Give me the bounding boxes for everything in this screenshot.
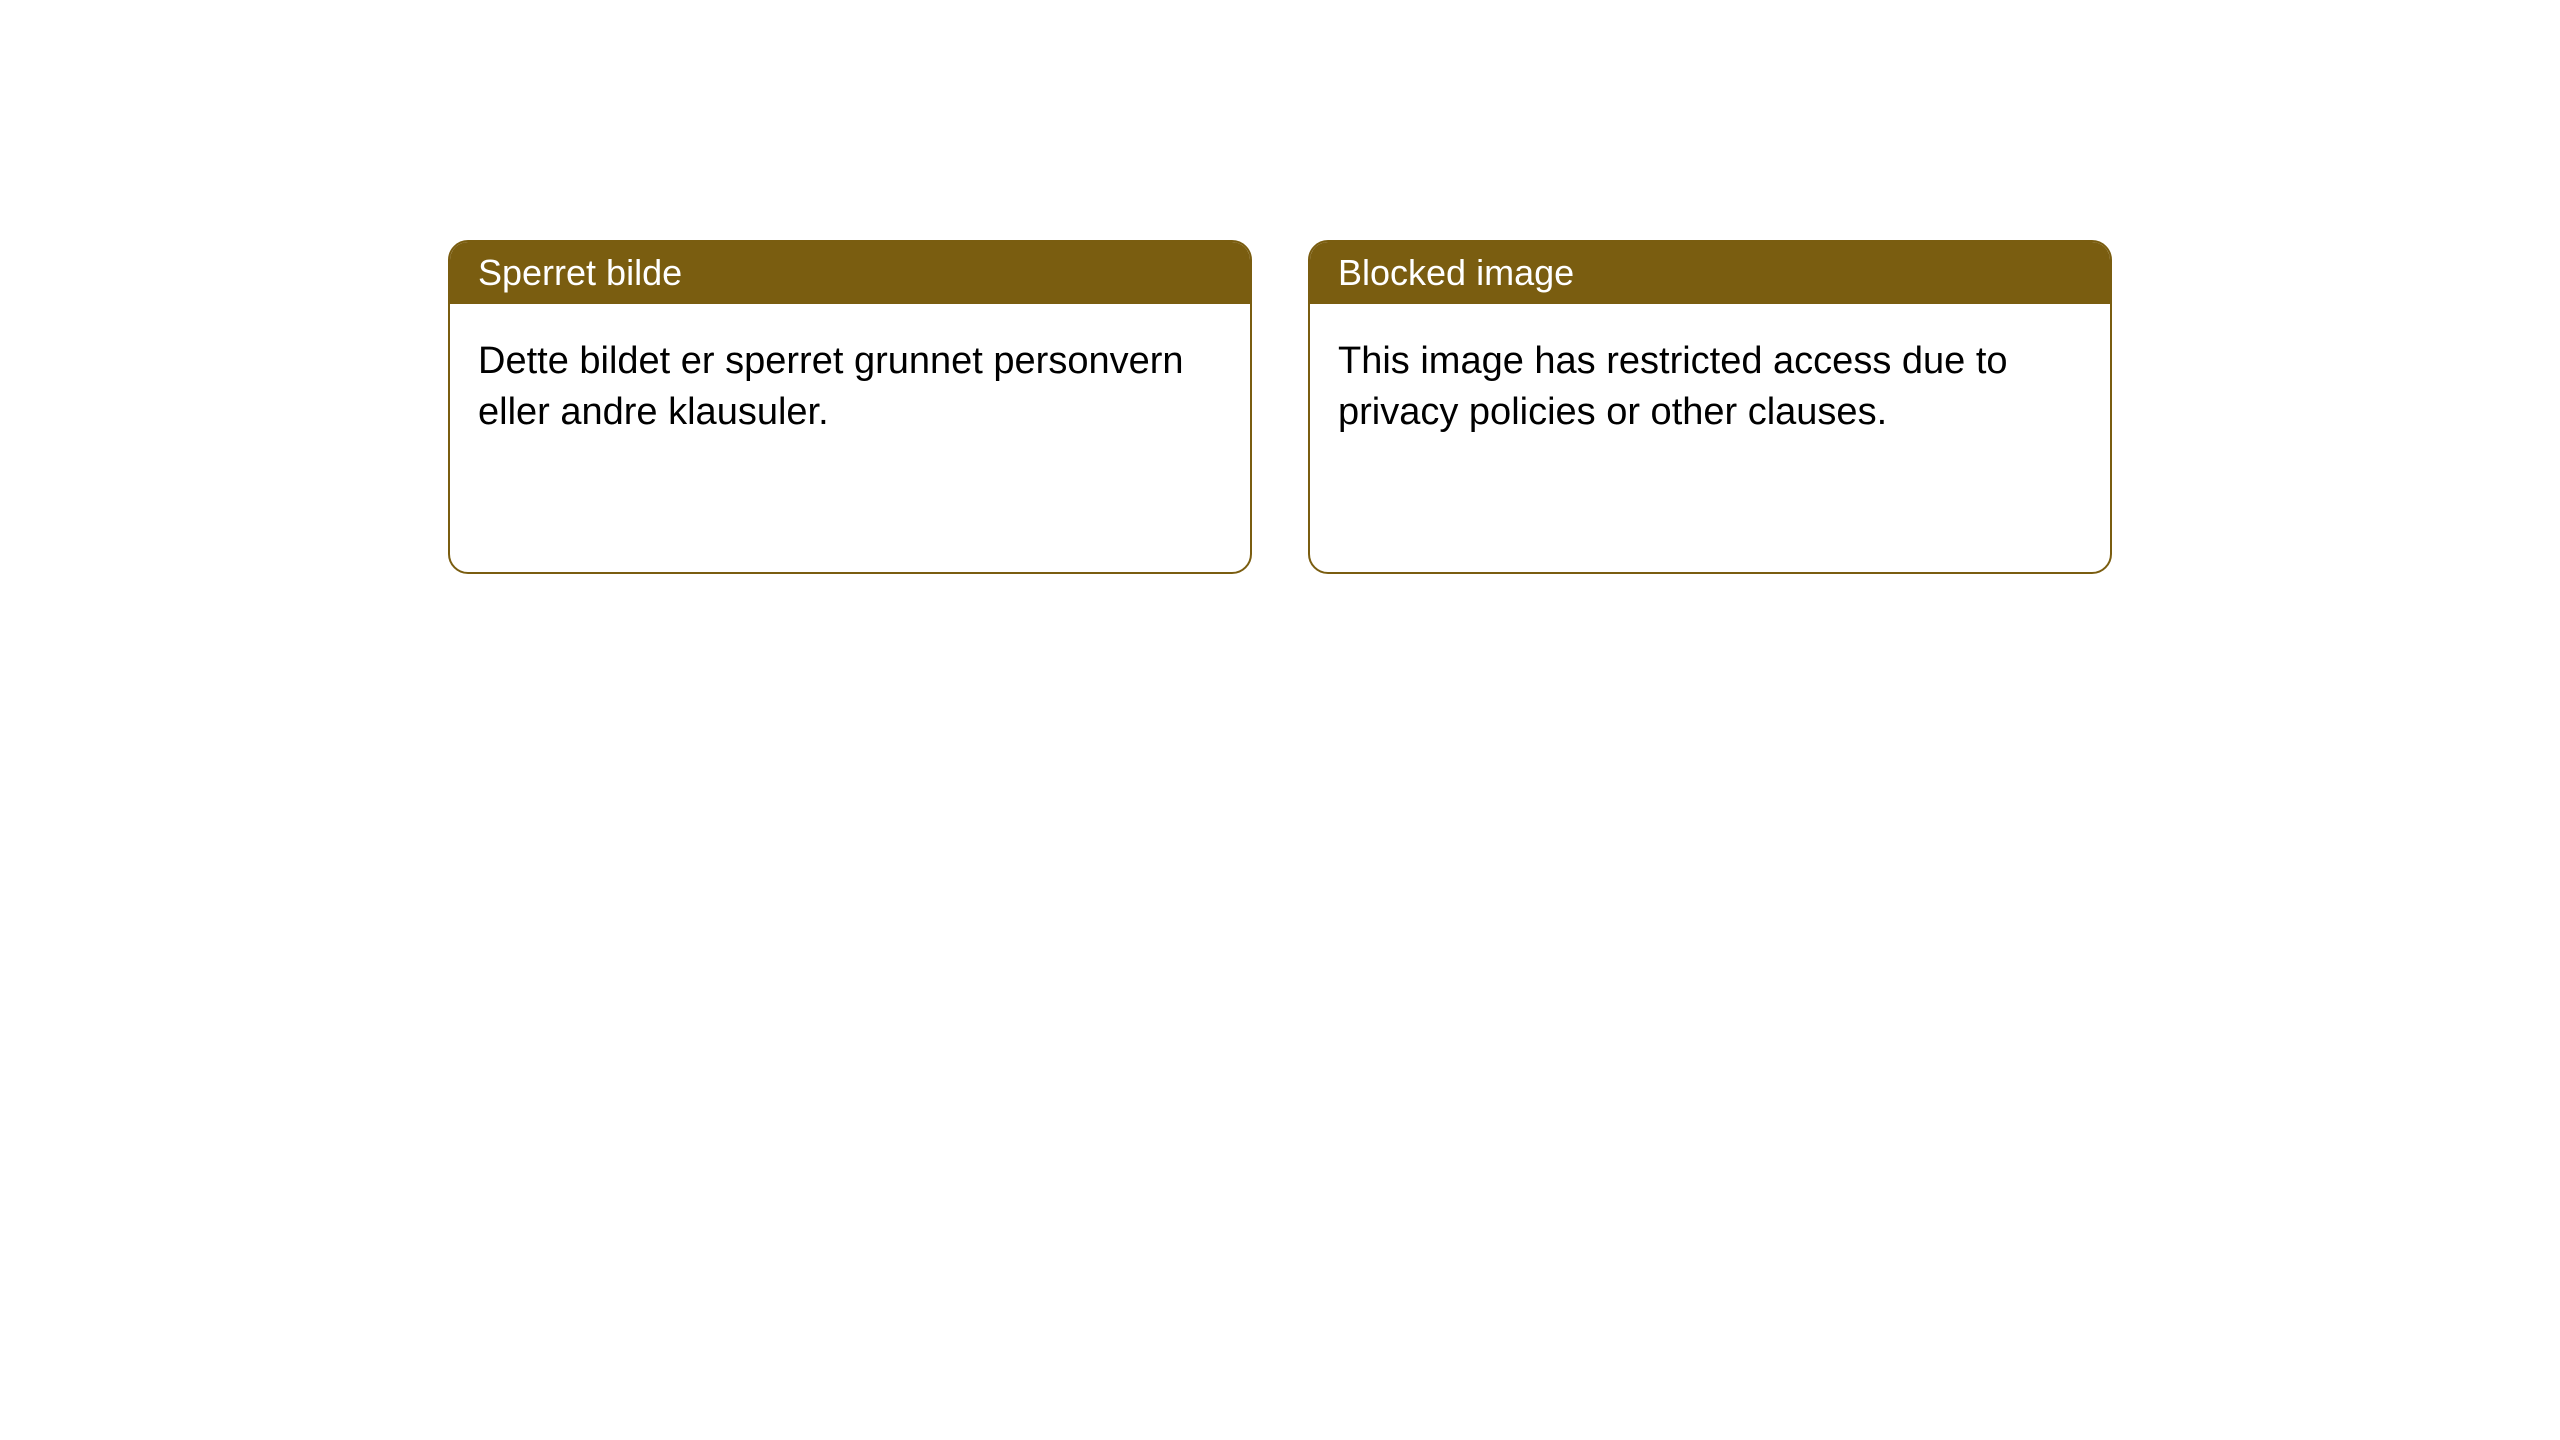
blocked-image-card-norwegian: Sperret bilde Dette bildet er sperret gr… <box>448 240 1252 574</box>
card-message-norwegian: Dette bildet er sperret grunnet personve… <box>450 304 1250 471</box>
notice-container: Sperret bilde Dette bildet er sperret gr… <box>0 0 2560 574</box>
blocked-image-card-english: Blocked image This image has restricted … <box>1308 240 2112 574</box>
card-message-english: This image has restricted access due to … <box>1310 304 2110 471</box>
card-title-norwegian: Sperret bilde <box>450 242 1250 304</box>
card-title-english: Blocked image <box>1310 242 2110 304</box>
